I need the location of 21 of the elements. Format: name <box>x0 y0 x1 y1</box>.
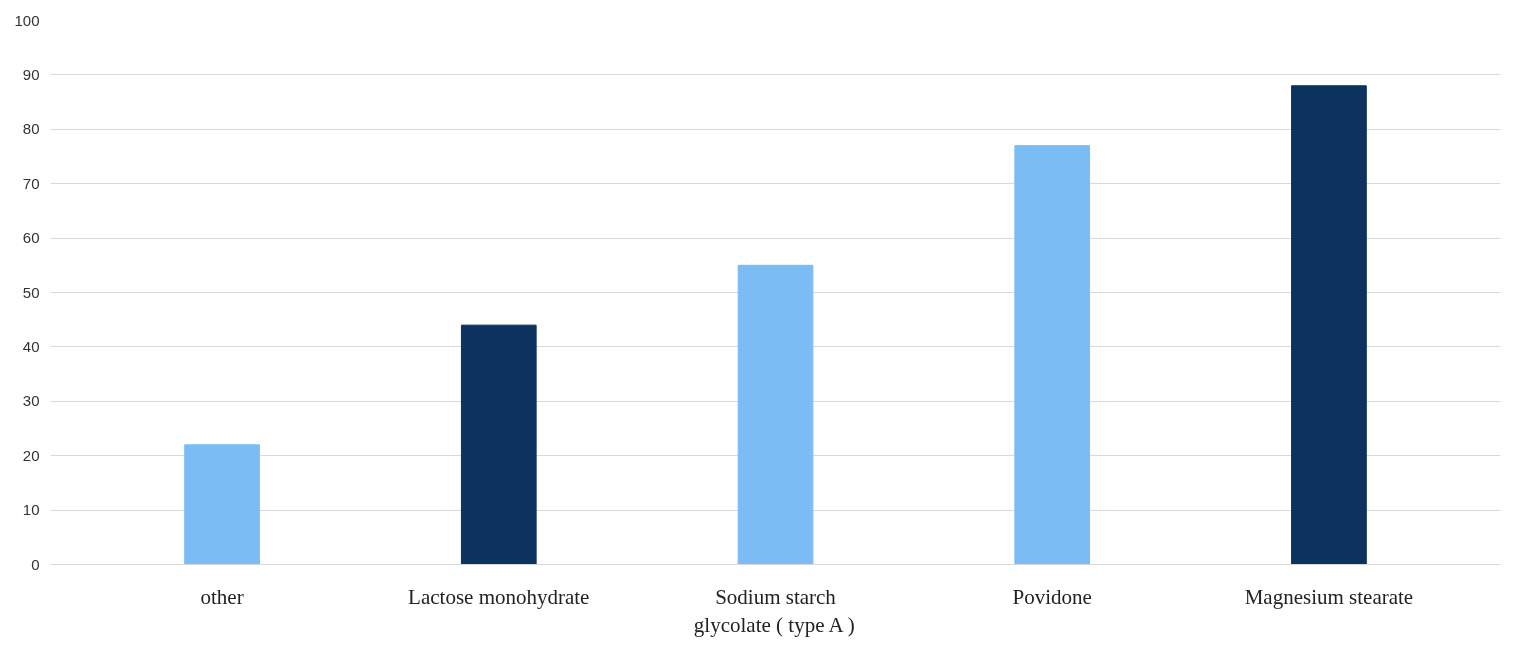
y-tick-label: 70 <box>22 174 40 192</box>
bar <box>1014 145 1091 565</box>
y-tick-label: 50 <box>22 283 40 301</box>
x-tick-label: Lactose monohydrate <box>408 584 590 609</box>
y-tick-label: 90 <box>22 65 40 83</box>
bar <box>460 324 537 565</box>
y-tick-label: 30 <box>22 392 40 410</box>
y-tick-label: 80 <box>22 120 40 138</box>
bar <box>737 264 814 565</box>
bar <box>1291 85 1367 565</box>
x-tick-label: Magnesium stearate <box>1244 584 1414 609</box>
x-tick-label: Povidone <box>1012 584 1092 609</box>
x-tick-label: other <box>200 584 244 609</box>
y-tick-label: 60 <box>22 229 40 247</box>
bar <box>184 444 260 565</box>
y-tick-label: 40 <box>22 337 40 355</box>
x-tick-label: Sodium starch glycolate ( type A ) <box>693 584 855 638</box>
y-tick-label: 0 <box>31 555 40 573</box>
y-tick-label: 100 <box>14 11 40 29</box>
y-tick-label: 10 <box>22 501 40 519</box>
y-tick-label: 20 <box>22 446 40 464</box>
